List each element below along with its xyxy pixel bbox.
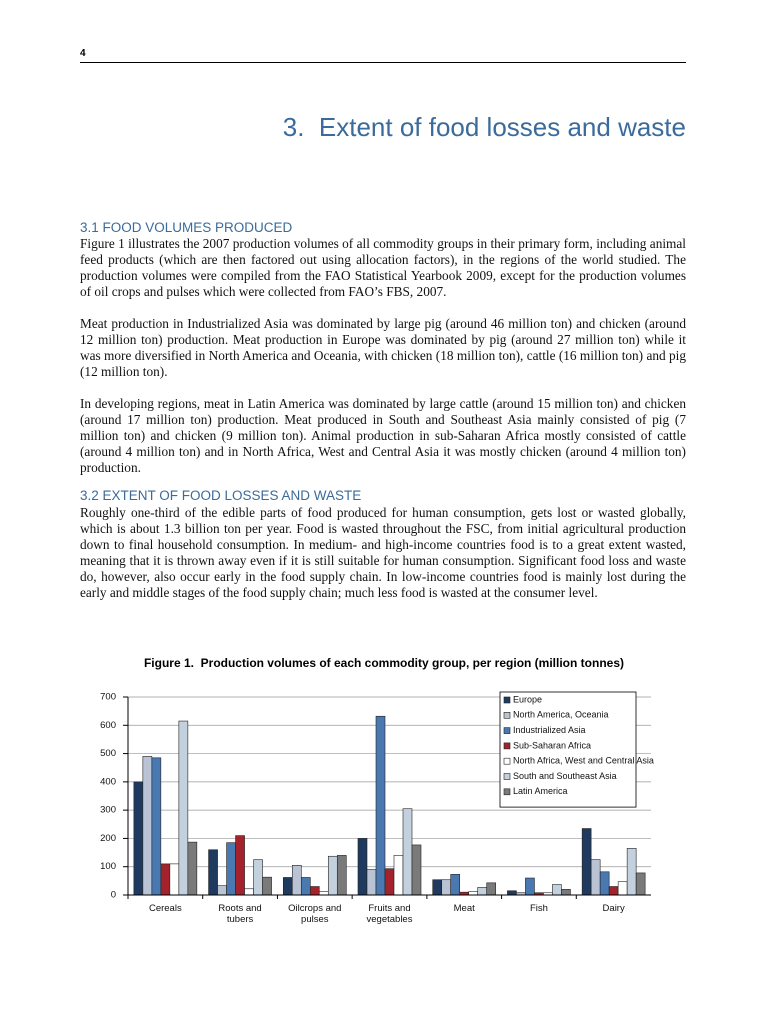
x-tick-label: Dairy	[602, 903, 625, 914]
bar	[151, 757, 162, 896]
section-heading: 3.2 EXTENT OF FOOD LOSSES AND WASTE	[80, 488, 362, 503]
legend-swatch	[503, 757, 511, 765]
figure-caption: Figure 1. Production volumes of each com…	[143, 656, 625, 670]
bar	[599, 871, 610, 896]
bar	[262, 876, 272, 896]
legend-label: Europe	[513, 694, 542, 704]
bar	[357, 838, 368, 896]
x-tick-label: Fish	[529, 903, 548, 914]
bar	[235, 835, 245, 896]
bar	[244, 888, 254, 896]
bar	[402, 808, 413, 896]
bar	[468, 891, 479, 896]
bar	[441, 879, 452, 896]
legend-swatch	[503, 742, 511, 750]
x-tick-label: Oilcrops and pulses	[288, 903, 342, 925]
y-tick-label: 600	[100, 720, 116, 731]
bar	[169, 863, 180, 896]
bar	[309, 886, 320, 896]
legend-label: Sub-Saharan Africa	[513, 740, 591, 750]
bar	[133, 781, 144, 896]
bar	[581, 828, 592, 896]
x-tick-label: Cereals	[148, 903, 182, 914]
header-rule	[80, 62, 686, 63]
bar	[300, 877, 311, 896]
bar	[617, 881, 628, 896]
bar	[375, 715, 386, 896]
chapter-title: 3. Extent of food losses and waste	[282, 112, 686, 142]
y-tick-label: 700	[100, 692, 116, 703]
chart: 0 100 200 300 400 500 600 700 Europe North Americ…	[100, 691, 654, 901]
bar	[366, 869, 377, 896]
legend-label: North America, Oceania	[513, 710, 609, 720]
x-tick-label: Meat	[453, 903, 475, 914]
legend: Europe North America, Oceania Industrializ…	[499, 691, 654, 808]
legend-box	[499, 691, 637, 808]
bar	[432, 879, 443, 896]
section-heading: 3.1 FOOD VOLUMES PRODUCED	[80, 220, 293, 235]
y-tick-label: 500	[100, 748, 116, 759]
bar	[291, 865, 302, 896]
bar	[208, 849, 218, 896]
bar	[187, 841, 198, 896]
bar	[561, 889, 571, 896]
legend-swatch	[503, 773, 511, 780]
legend-label: Industrialized Asia	[513, 725, 586, 735]
y-tick-label: 300	[100, 805, 116, 816]
bar	[507, 890, 517, 896]
bar	[525, 877, 535, 896]
bar	[160, 863, 171, 896]
paragraph: Meat production in Industrialized Asia w…	[80, 316, 686, 379]
legend-swatch	[503, 727, 511, 734]
bar	[608, 886, 619, 896]
y-tick-label: 400	[100, 776, 116, 787]
bar	[336, 855, 347, 896]
figure: 0 100 200 300 400 500 600 700 Europe North Americ…	[0, 680, 768, 940]
paragraph: Figure 1 illustrates the 2007 production…	[80, 236, 686, 299]
bar	[318, 891, 329, 896]
legend-swatch	[503, 696, 511, 704]
bar	[393, 855, 404, 896]
bar	[411, 844, 422, 896]
bar	[226, 842, 236, 896]
page-number: 4	[80, 48, 86, 59]
y-tick-label: 100	[100, 861, 116, 872]
bar	[552, 884, 562, 896]
bar	[327, 855, 338, 896]
x-tick-label: Roots and tubers	[218, 903, 262, 925]
legend-label: Latin America	[513, 786, 568, 796]
legend-label: North Africa, West and Central Asia	[513, 756, 654, 766]
legend-swatch	[503, 711, 511, 719]
bar	[626, 848, 637, 896]
legend-swatch	[503, 788, 511, 796]
bar	[590, 859, 601, 896]
y-tick-label: 200	[100, 833, 116, 844]
bar	[486, 882, 497, 896]
bar	[384, 868, 395, 896]
y-tick-label: 0	[111, 890, 116, 901]
bar	[450, 874, 461, 896]
bar	[217, 885, 227, 896]
bar	[282, 877, 293, 896]
bar	[178, 720, 189, 896]
legend-label: South and Southeast Asia	[513, 771, 617, 781]
x-tick-label: Fruits and vegetables	[366, 903, 413, 925]
paragraph: In developing regions, meat in Latin Ame…	[80, 396, 686, 475]
bar	[477, 887, 488, 896]
bar	[635, 872, 646, 896]
bar	[142, 756, 153, 896]
bar	[253, 859, 263, 896]
paragraph: Roughly one-third of the edible parts of…	[80, 505, 686, 600]
